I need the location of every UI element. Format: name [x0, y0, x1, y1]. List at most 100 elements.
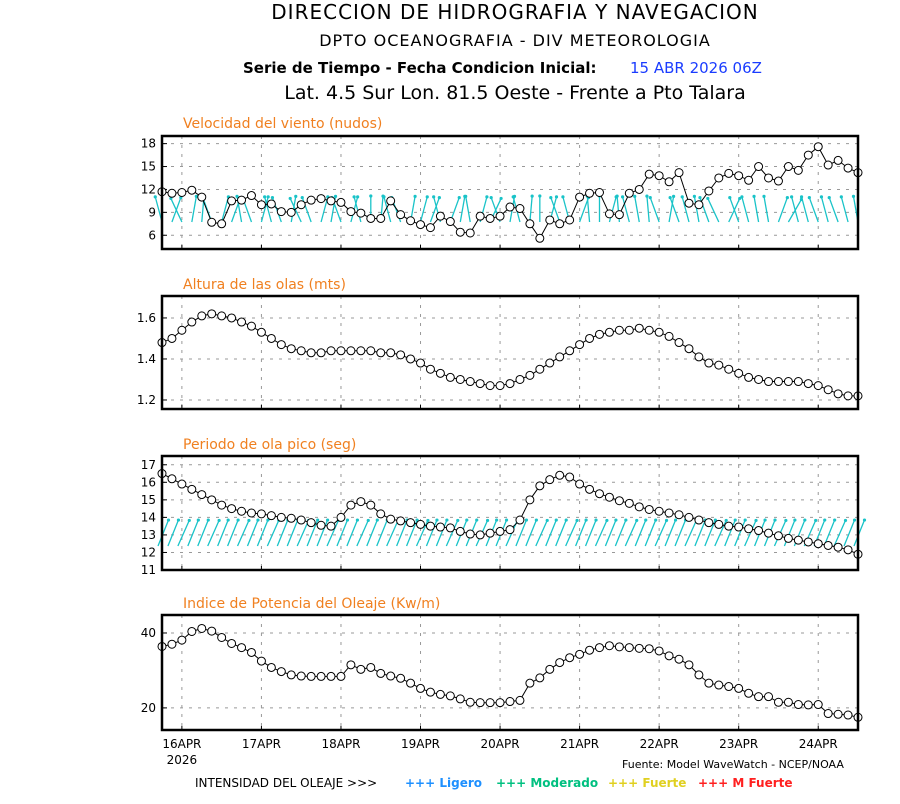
data-point: [256, 200, 266, 210]
arrow-head: [635, 518, 639, 523]
data-point: [455, 227, 465, 237]
arrow-head: [524, 518, 529, 522]
data-point: [475, 211, 485, 221]
arrow-head: [549, 195, 553, 200]
data-point: [764, 173, 774, 183]
arrow-head: [437, 195, 441, 200]
arrow-head: [236, 518, 240, 522]
data-point: [286, 344, 296, 354]
arrow-head: [545, 518, 549, 523]
data-point: [386, 196, 396, 206]
data-point: [843, 163, 853, 173]
data-point: [555, 219, 565, 229]
x-year-label: 2026: [167, 753, 198, 767]
data-point: [515, 204, 525, 214]
direction-arrow: [681, 196, 690, 223]
direction-arrow: [217, 519, 229, 547]
data-point: [843, 710, 853, 720]
data-point: [694, 200, 704, 210]
data-point: [276, 667, 286, 677]
data-point: [376, 668, 386, 678]
arrow-head: [489, 195, 493, 200]
panel-1: Velocidad del viento (nudos) 6 9 12 15 18: [141, 116, 863, 251]
direction-arrow: [621, 196, 630, 223]
arrow-head: [799, 195, 804, 199]
data-point: [276, 207, 286, 217]
arrow-head: [614, 518, 618, 522]
data-point: [237, 643, 247, 653]
data-point: [843, 391, 853, 401]
arrow-head: [475, 518, 479, 522]
data-point: [555, 470, 565, 480]
legend-ligero: +++ Ligero: [405, 776, 482, 790]
direction-arrow: [366, 519, 378, 547]
data-point: [585, 333, 595, 343]
panel-frame: [160, 454, 860, 572]
data-point: [515, 374, 525, 384]
data-point: [207, 626, 217, 636]
arrow-head: [456, 518, 460, 523]
data-point: [833, 709, 843, 719]
data-point: [396, 673, 406, 683]
data-point: [177, 325, 187, 335]
data-point: [256, 656, 266, 666]
data-point: [326, 671, 336, 681]
arrow-head: [833, 518, 837, 522]
data-point: [525, 495, 535, 505]
direction-arrow: [741, 196, 750, 223]
arrow-head: [263, 195, 267, 199]
arrow-head: [206, 518, 210, 522]
data-point: [823, 160, 833, 170]
arrow-head: [194, 194, 198, 198]
arrow-head: [247, 518, 251, 523]
data-point: [256, 509, 266, 519]
header-series-label: Serie de Tiempo - Fecha Condicion Inicia…: [243, 59, 596, 77]
data-point: [416, 220, 426, 230]
direction-arrow: [734, 519, 746, 547]
data-point: [565, 346, 575, 356]
direction-arrow: [820, 196, 829, 223]
arrow-head: [382, 195, 386, 199]
data-point: [276, 340, 286, 350]
direction-arrow: [604, 519, 617, 547]
data-point: [187, 185, 197, 195]
data-point: [495, 698, 505, 708]
data-point: [793, 377, 803, 387]
direction-arrow: [555, 519, 567, 547]
arrow-head: [644, 518, 648, 522]
arrow-head: [754, 518, 758, 523]
data-point: [674, 510, 684, 520]
y-tick-label: 1.4: [137, 352, 156, 366]
data-point: [306, 348, 316, 358]
arrow-head: [624, 518, 628, 522]
direction-arrow: [669, 197, 680, 223]
data-point: [475, 379, 485, 389]
arrow-head: [839, 195, 843, 199]
panel-frame: [160, 294, 860, 411]
arrow-head: [648, 195, 652, 200]
arrow-head: [485, 518, 490, 523]
direction-arrow: [744, 520, 757, 547]
header-title: DIRECCION DE HIDROGRAFIA Y NAVEGACION: [271, 0, 758, 24]
direction-arrow: [286, 519, 299, 547]
data-point: [316, 520, 326, 530]
arrow-head: [852, 518, 857, 522]
arrow-head: [196, 518, 200, 522]
arrow-head: [743, 518, 747, 522]
data-point: [614, 325, 624, 335]
arrow-head: [728, 195, 732, 200]
arrow-head: [355, 518, 360, 522]
data-point: [167, 333, 177, 343]
panel-2: Altura de las olas (mts) 1.2 1.4 1.6: [137, 277, 863, 411]
data-point: [754, 374, 764, 384]
direction-arrow: [800, 196, 809, 223]
direction-arrow: [763, 196, 770, 223]
arrow-head: [790, 195, 794, 199]
data-point: [207, 309, 217, 319]
direction-arrow: [578, 197, 590, 223]
data-point: [445, 372, 455, 382]
arrow-head: [495, 518, 499, 522]
data-point: [783, 697, 793, 707]
data-point: [435, 211, 445, 221]
direction-arrow: [246, 519, 259, 547]
